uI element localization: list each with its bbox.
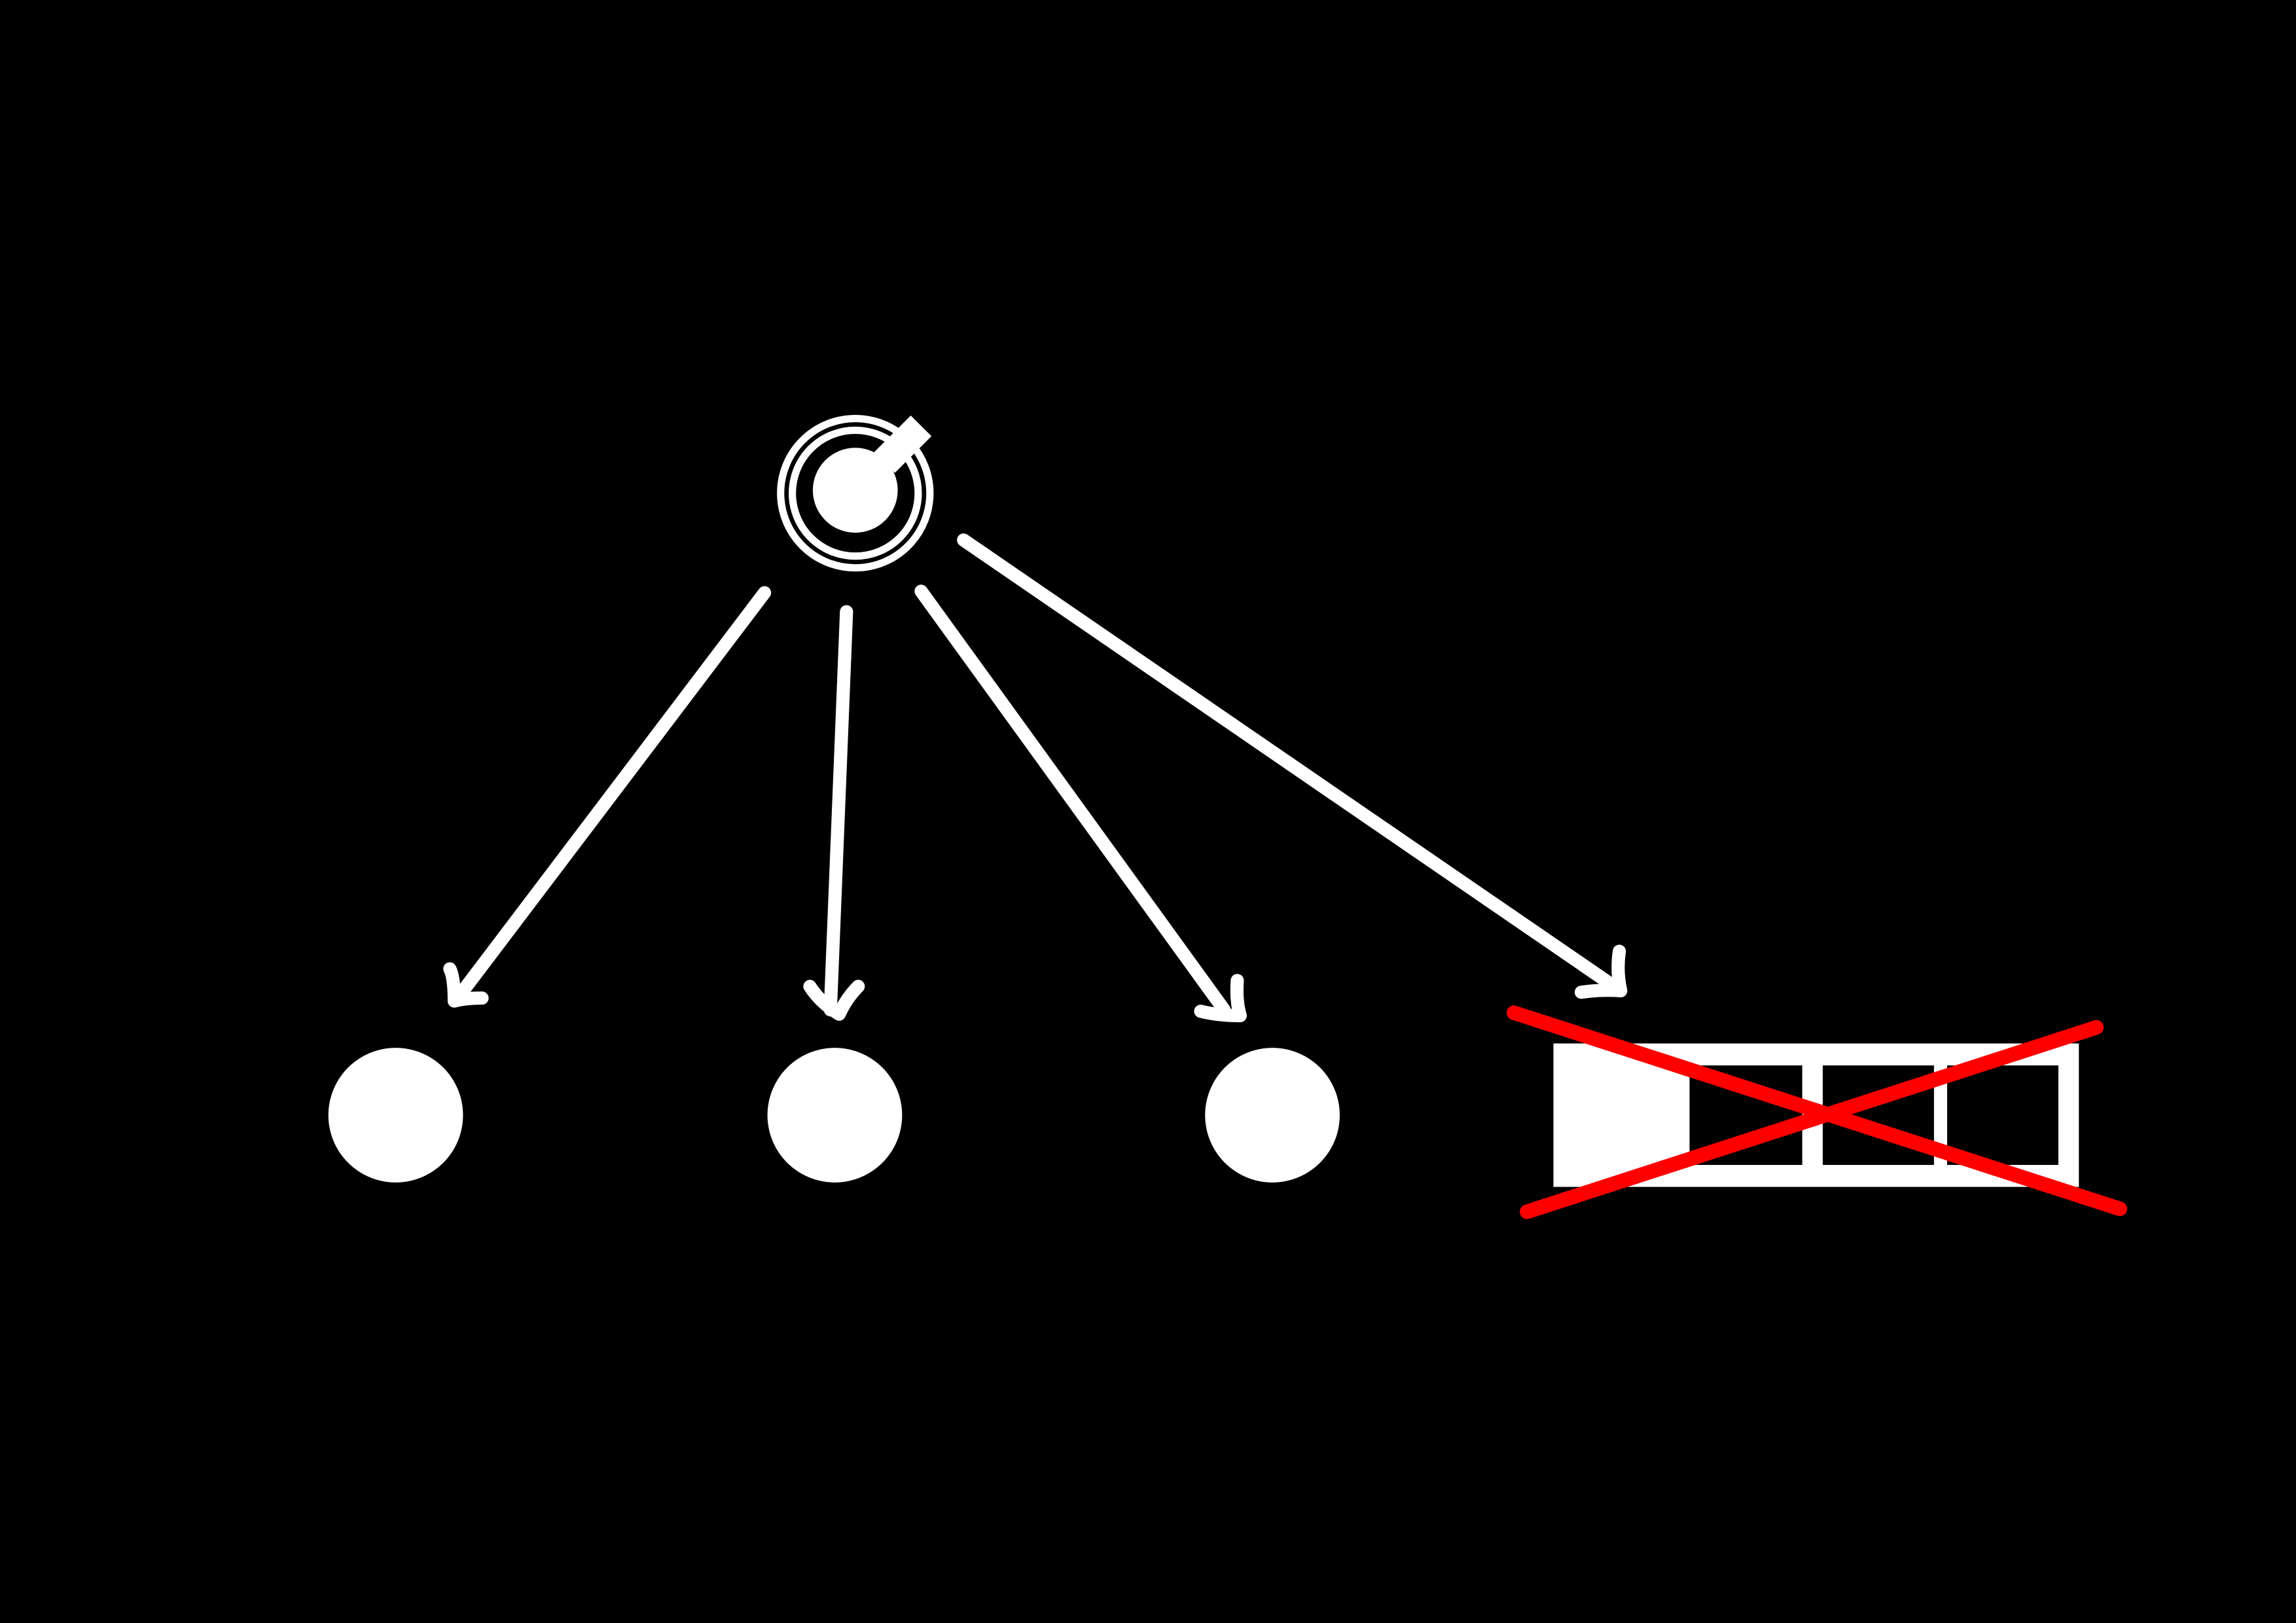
arrow-to-node-2 xyxy=(803,605,865,1021)
circle-node-icon xyxy=(767,1048,903,1183)
joystick-icon xyxy=(777,414,934,572)
arrow-to-progress-bar xyxy=(957,533,1628,999)
cross-out-mark xyxy=(1506,1005,2128,1219)
arrow-to-node-1 xyxy=(443,586,772,1008)
circle-node-icon xyxy=(328,1048,463,1183)
circle-node-icon xyxy=(1205,1048,1340,1183)
arrow-to-node-3 xyxy=(914,584,1247,1023)
